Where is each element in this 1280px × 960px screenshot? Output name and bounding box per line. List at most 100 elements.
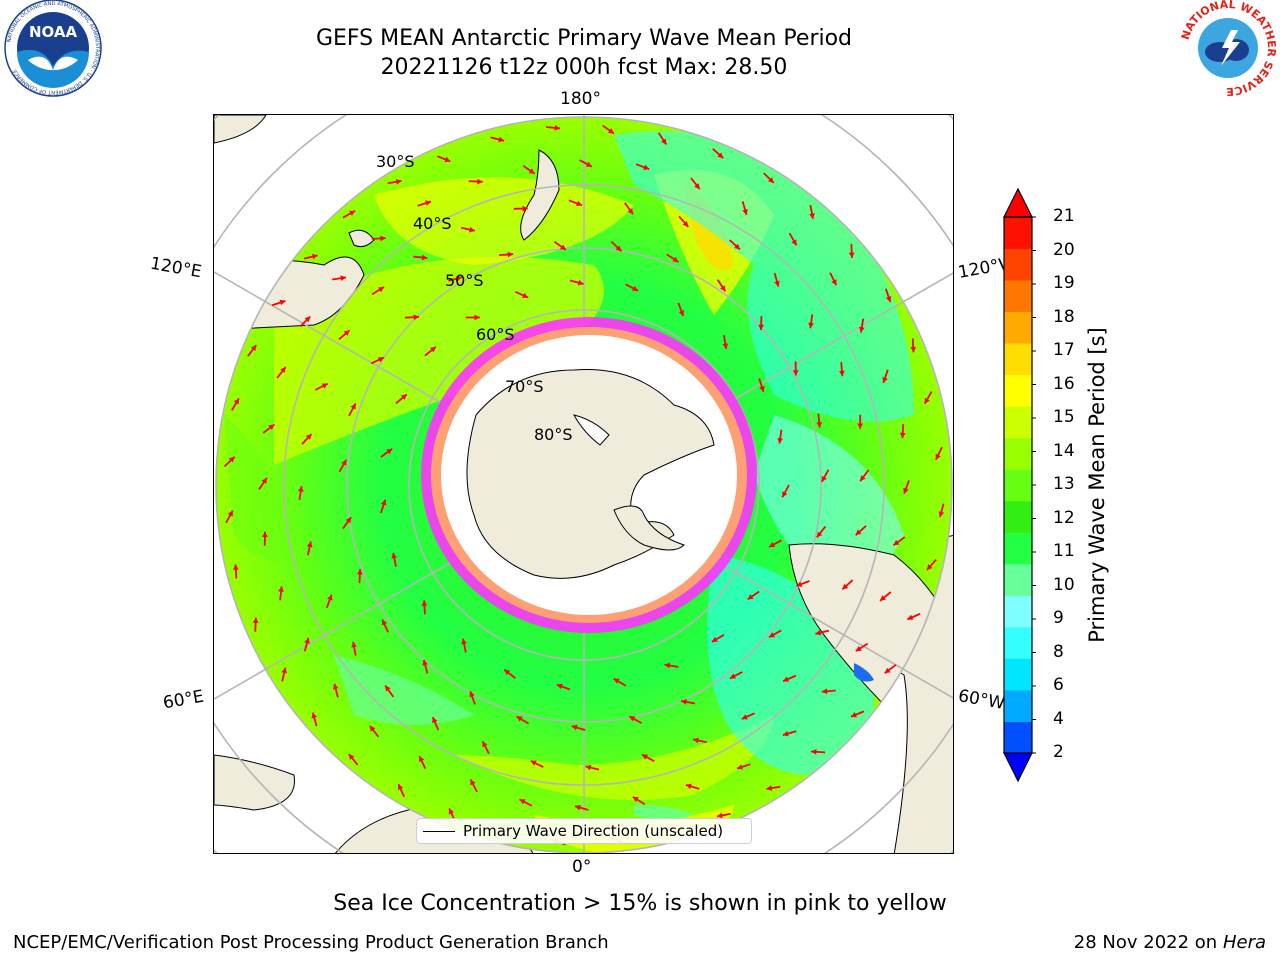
wave-arrow-head — [882, 377, 888, 383]
wave-arrow-head — [627, 208, 634, 215]
wave-arrow-head — [681, 699, 687, 705]
wave-arrow-head — [262, 531, 268, 538]
wave-arrow-head — [304, 637, 310, 644]
wave-arrow-head — [879, 595, 886, 601]
map-subtitle: 20221126 t12z 000h fcst Max: 28.50 — [380, 55, 788, 80]
wave-arrow-head — [678, 310, 685, 317]
colorbar-tick-label: 10 — [1053, 574, 1075, 595]
wave-arrow-head — [280, 366, 286, 373]
colorbar-tick-label: 9 — [1053, 608, 1064, 628]
map-panel — [213, 114, 954, 854]
colorbar-segment — [1004, 248, 1032, 281]
wave-arrow-head — [910, 346, 917, 353]
wave-arrow-head — [935, 453, 941, 460]
wave-arrow-head — [397, 784, 404, 791]
wave-arrow-head — [641, 754, 648, 760]
wave-arrow-head — [759, 385, 765, 392]
wave-arrow-head — [747, 594, 754, 600]
colorbar-tick-label: 18 — [1053, 306, 1075, 327]
wave-arrow-head — [482, 741, 488, 748]
colorbar-segment — [1004, 469, 1032, 502]
map-title: GEFS MEAN Antarctic Primary Wave Mean Pe… — [315, 26, 853, 51]
wave-arrow-head — [768, 177, 774, 183]
wave-arrow-head — [664, 662, 671, 669]
footer-branch: NCEP/EMC/Verification Post Processing Pr… — [13, 932, 609, 953]
wave-arrow-head — [783, 676, 790, 682]
colorbar-tick-label: 19 — [1053, 273, 1075, 293]
wave-arrow-head — [432, 717, 438, 724]
wave-arrow-head — [685, 783, 692, 790]
wave-arrow-head — [848, 252, 855, 258]
lat-label-60s: 60°S — [476, 325, 515, 344]
lon-label-60e: 60°E — [161, 686, 206, 714]
wave-arrow-head — [498, 136, 505, 143]
colorbar-segment — [1004, 500, 1032, 533]
wave-arrow-head — [855, 645, 862, 652]
wave-arrow-head — [885, 296, 892, 302]
colorbar-segment — [1004, 217, 1032, 250]
wave-arrow-head — [429, 346, 436, 353]
wave-arrow-head — [378, 286, 385, 293]
footer-date: 28 Nov 2022 on Hera — [1073, 932, 1266, 953]
wave-arrow-head — [233, 398, 239, 405]
wave-arrow-head — [734, 243, 740, 250]
wave-arrow-head — [694, 183, 700, 190]
colorbar-over-arrow — [1003, 187, 1033, 218]
lat-label-40s: 40°S — [413, 214, 452, 233]
colorbar-segment — [1004, 406, 1032, 439]
wave-arrow-head — [615, 245, 622, 252]
map-legend: Primary Wave Direction (unscaled) — [416, 818, 752, 844]
wave-arrow-head — [576, 200, 583, 207]
wave-arrow-head — [332, 683, 339, 690]
wave-arrow-head — [808, 322, 814, 329]
wave-arrow-head — [386, 448, 393, 455]
wave-arrow-head — [574, 804, 581, 811]
wave-arrow-head — [385, 685, 391, 692]
wave-arrow-head — [504, 669, 511, 676]
legend-line-swatch — [423, 830, 455, 832]
wave-arrow-head — [768, 632, 775, 638]
wave-arrow-head — [672, 256, 679, 262]
wave-arrow-head — [577, 279, 584, 286]
wave-arrow-head — [395, 178, 402, 185]
antarctica — [466, 368, 715, 579]
wave-arrow-head — [413, 314, 420, 321]
colorbar-tick-label: 13 — [1053, 474, 1075, 494]
wave-arrow-head — [758, 324, 765, 331]
wave-arrow-head — [232, 564, 239, 570]
wave-arrow-head — [381, 619, 388, 626]
wave-arrow-head — [341, 459, 347, 466]
lon-label-0: 0° — [572, 857, 592, 877]
legend-label: Primary Wave Direction (unscaled) — [463, 822, 724, 840]
wave-arrow-head — [858, 326, 865, 333]
footer-host: Hera — [1222, 932, 1266, 953]
wave-arrow-head — [860, 475, 866, 482]
colorbar-tick-label: 16 — [1053, 373, 1075, 394]
wave-arrow-head — [261, 477, 267, 484]
wave-arrow-head — [554, 124, 561, 131]
wave-arrow-head — [903, 487, 909, 494]
colorbar-segment — [1004, 689, 1032, 722]
wave-arrow-head — [938, 511, 945, 518]
wave-arrow-head — [632, 796, 639, 803]
nws-logo-icon: NATIONAL WEATHER SERVICE — [1179, 0, 1278, 98]
colorbar-segment — [1004, 374, 1032, 407]
colorbar-segment — [1004, 343, 1032, 376]
wave-arrow-head — [741, 714, 748, 720]
colorbar-tick-label: 14 — [1053, 440, 1075, 461]
wave-arrow-head — [350, 403, 356, 410]
wave-arrow-head — [391, 552, 398, 559]
colorbar-segment — [1004, 563, 1032, 596]
sea-ice-note: Sea Ice Concentration > 15% is shown in … — [333, 891, 947, 916]
lon-label-60w: 60°W — [956, 686, 1007, 714]
wave-arrow-head — [855, 529, 862, 536]
wave-arrow-head — [227, 510, 233, 517]
wave-arrow-head — [559, 244, 566, 250]
wave-arrow-head — [585, 161, 592, 167]
colorbar-tick-label: 8 — [1053, 641, 1064, 662]
wave-arrow-head — [926, 564, 933, 571]
wave-arrow-head — [729, 673, 736, 679]
wave-arrow-head — [351, 641, 357, 648]
wave-arrow-head — [522, 292, 529, 299]
wave-arrow-head — [356, 569, 363, 575]
